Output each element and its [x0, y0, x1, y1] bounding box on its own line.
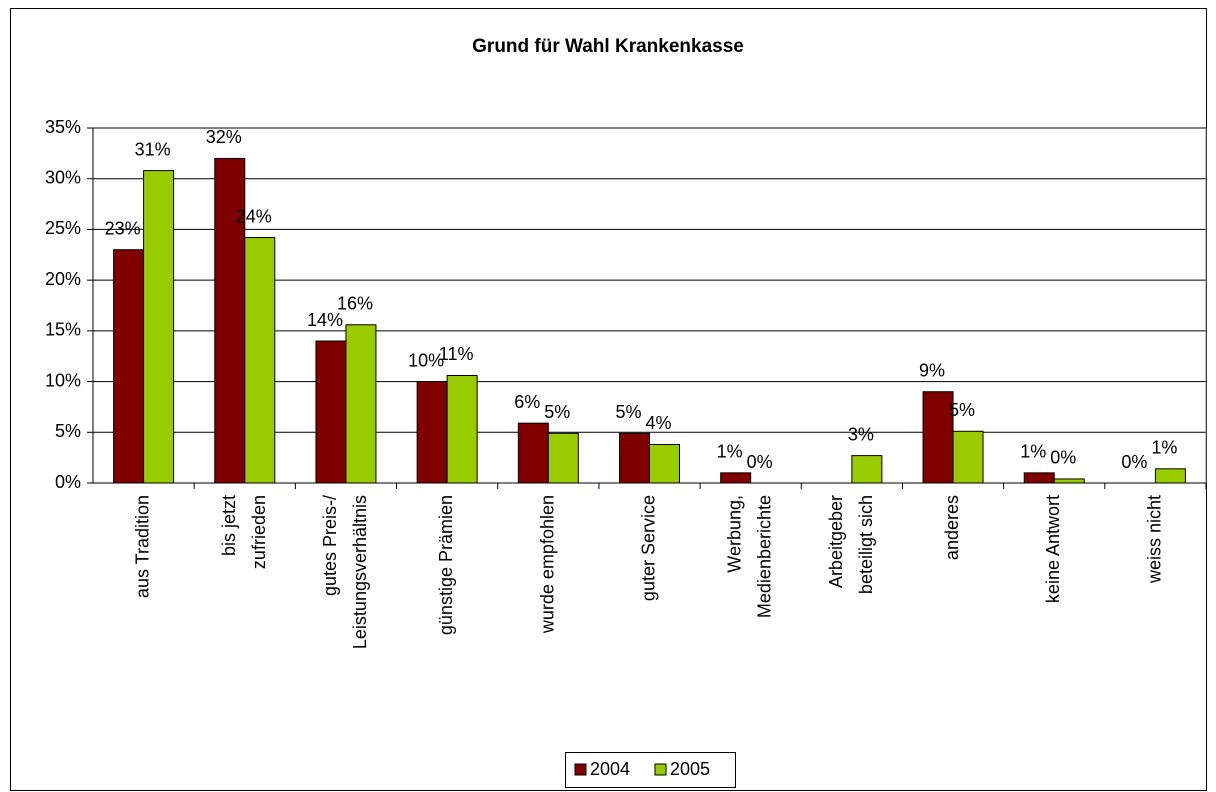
bar	[113, 249, 145, 484]
data-label: 14%	[307, 310, 343, 330]
bar	[720, 472, 752, 484]
x-label-group: guter Service	[638, 495, 658, 601]
x-tick-label: günstige Prämien	[436, 495, 456, 635]
bar	[649, 443, 680, 484]
data-label: 24%	[236, 206, 272, 226]
data-label: 10%	[408, 350, 444, 370]
y-tick-label: 15%	[45, 320, 81, 340]
x-tick-label: Arbeitgeber beteiligt sich	[826, 495, 876, 594]
x-tick-label: wurde empfohlen	[537, 495, 557, 634]
x-label-group: aus Tradition	[132, 495, 152, 598]
data-label: 0%	[1050, 448, 1076, 468]
y-tick-label: 25%	[45, 218, 81, 238]
data-label: 1%	[717, 442, 743, 462]
x-label-group: anderes	[942, 495, 962, 560]
bar	[1023, 472, 1055, 484]
bar	[1053, 478, 1085, 484]
data-label: 0%	[1121, 452, 1147, 472]
x-label-group: bis jetzt zufrieden	[219, 495, 269, 569]
chart-title: Grund für Wahl Krankenkasse	[472, 36, 744, 57]
data-label: 1%	[1020, 442, 1046, 462]
y-tick-label: 35%	[45, 117, 81, 137]
data-label: 23%	[105, 218, 141, 238]
data-label: 11%	[439, 344, 474, 364]
chart-border	[10, 8, 1207, 791]
bar	[244, 237, 276, 484]
x-label-group: Arbeitgeber beteiligt sich	[826, 495, 876, 594]
x-tick-label: Werbung, Medienberichte	[724, 495, 774, 618]
legend-label: 2004	[590, 759, 630, 779]
bar	[952, 430, 984, 484]
data-label: 31%	[135, 139, 171, 159]
x-label-group: günstige Prämien	[436, 495, 456, 635]
bar	[143, 170, 175, 484]
x-label-group: wurde empfohlen	[537, 495, 557, 634]
x-label-group: weiss nicht	[1144, 495, 1164, 584]
bar	[1154, 468, 1186, 484]
data-label: 9%	[919, 360, 945, 380]
legend-swatch	[574, 763, 587, 776]
bar	[416, 381, 448, 484]
data-label: 0%	[747, 452, 773, 472]
bar	[547, 432, 579, 484]
data-label: 5%	[615, 402, 641, 422]
x-tick-label: guter Service	[638, 495, 658, 601]
data-label: 4%	[645, 413, 671, 433]
bar	[446, 374, 478, 484]
x-label-group: gutes Preis-/Leistungsverhältnis	[320, 495, 370, 649]
bar	[214, 157, 246, 484]
y-tick-label: 20%	[45, 269, 81, 289]
y-tick-label: 0%	[55, 472, 81, 492]
x-tick-label: anderes	[942, 495, 962, 560]
data-label: 6%	[514, 392, 540, 412]
x-tick-label: aus Tradition	[132, 495, 152, 598]
x-tick-label: keine Antwort	[1043, 495, 1063, 603]
x-tick-label: gutes Preis-/Leistungsverhältnis	[320, 495, 370, 649]
bar	[345, 324, 377, 484]
data-label: 1%	[1151, 438, 1177, 458]
data-label: 3%	[848, 424, 874, 444]
data-label: 32%	[206, 127, 242, 147]
legend-box	[565, 752, 736, 788]
data-label: 5%	[544, 402, 570, 422]
y-tick-label: 5%	[55, 421, 81, 441]
data-label: 16%	[337, 294, 373, 314]
x-label-group: keine Antwort	[1043, 495, 1063, 603]
bar	[851, 455, 883, 484]
legend-swatch	[654, 763, 667, 776]
y-tick-label: 10%	[45, 370, 81, 390]
bar	[619, 432, 650, 484]
bar	[315, 340, 347, 484]
x-tick-label: bis jetzt zufrieden	[219, 495, 269, 569]
legend-label: 2005	[670, 759, 710, 779]
data-label: 5%	[949, 400, 975, 420]
y-tick-label: 30%	[45, 167, 81, 187]
x-label-group: Werbung, Medienberichte	[724, 495, 774, 618]
bar	[517, 422, 549, 484]
x-tick-label: weiss nicht	[1144, 495, 1164, 584]
